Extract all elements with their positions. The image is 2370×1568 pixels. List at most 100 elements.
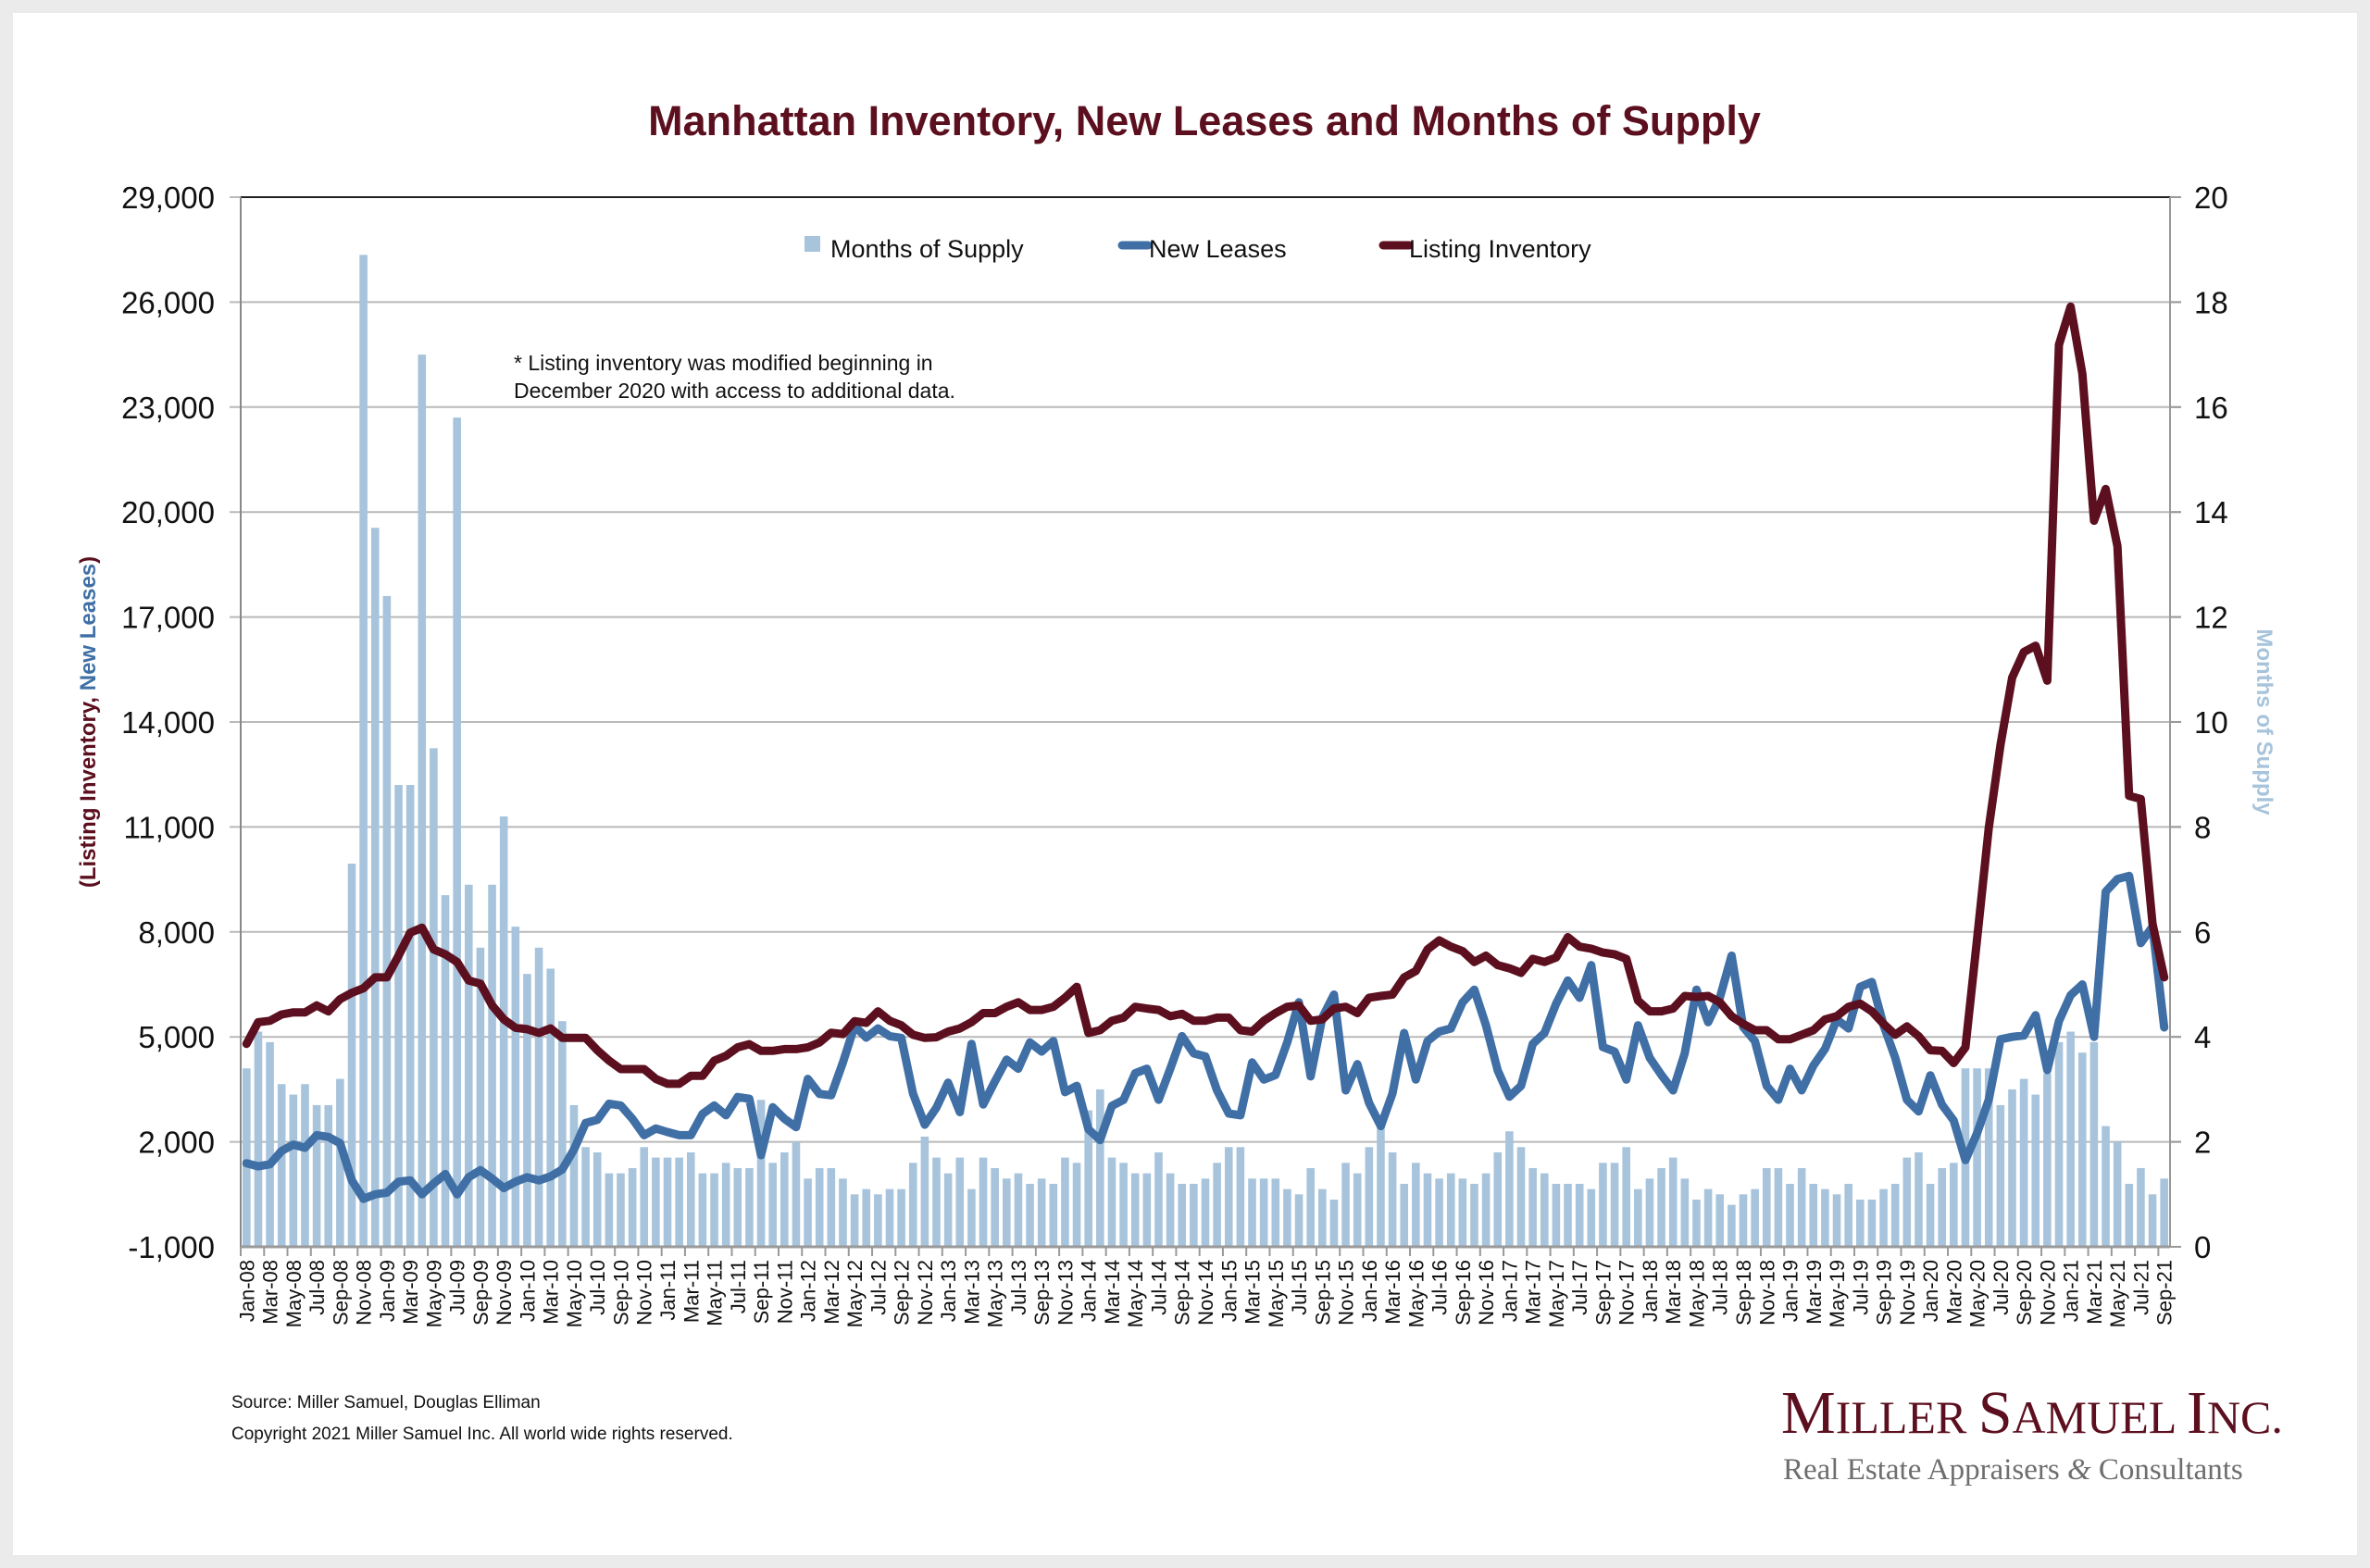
point-listing-inventory — [1859, 1002, 1861, 1004]
bar-months-of-supply — [370, 528, 380, 1247]
point-new-leases — [970, 1043, 972, 1045]
bar-months-of-supply — [1856, 1199, 1865, 1247]
x-tick-label: Sep-15 — [1311, 1260, 1334, 1325]
x-tick-label: Mar-13 — [960, 1260, 983, 1325]
bar-months-of-supply — [1224, 1147, 1233, 1247]
point-listing-inventory — [1192, 1020, 1194, 1022]
x-tick-label: May-09 — [422, 1260, 445, 1327]
logo-tagline: Real Estate Appraisers & Consultants — [1783, 1453, 2243, 1487]
bar-months-of-supply — [1692, 1199, 1701, 1247]
x-tick-label: Nov-20 — [2036, 1260, 2059, 1325]
point-listing-inventory — [2046, 679, 2048, 681]
x-tick-label: May-18 — [1686, 1260, 1709, 1327]
x-tick-label: Nov-15 — [1335, 1260, 1358, 1325]
bar-months-of-supply — [336, 1078, 344, 1247]
bar-months-of-supply — [943, 1173, 953, 1247]
point-listing-inventory — [679, 1083, 680, 1085]
point-new-leases — [2116, 878, 2118, 880]
bar-months-of-supply — [2113, 1141, 2122, 1247]
point-listing-inventory — [351, 992, 353, 994]
bar-months-of-supply — [815, 1167, 824, 1247]
right-tick-label: 6 — [2194, 915, 2211, 950]
point-new-leases — [1684, 1052, 1686, 1054]
point-listing-inventory — [1695, 996, 1697, 998]
right-tick-label: 16 — [2194, 391, 2228, 425]
point-listing-inventory — [1462, 951, 1464, 952]
point-new-leases — [1730, 955, 1732, 957]
bar-months-of-supply — [1154, 1151, 1163, 1247]
bar-months-of-supply — [1622, 1147, 1630, 1247]
bar-months-of-supply — [605, 1173, 614, 1247]
bar-months-of-supply — [1341, 1163, 1350, 1247]
point-new-leases — [1345, 1089, 1347, 1091]
bar-months-of-supply — [464, 884, 473, 1247]
bar-months-of-supply — [453, 417, 461, 1247]
x-tick-label: Sep-08 — [329, 1260, 352, 1325]
point-new-leases — [1169, 1068, 1171, 1070]
bar-months-of-supply — [1026, 1183, 1034, 1247]
bar-months-of-supply — [745, 1167, 754, 1247]
bar-months-of-supply — [1739, 1194, 1748, 1247]
point-listing-inventory — [1730, 1015, 1732, 1017]
point-listing-inventory — [409, 932, 411, 934]
point-listing-inventory — [959, 1027, 961, 1029]
x-tick-label: Sep-19 — [1873, 1260, 1896, 1325]
point-new-leases — [398, 1181, 400, 1183]
x-tick-label: Sep-09 — [469, 1260, 493, 1325]
point-listing-inventory — [1111, 1020, 1113, 1022]
point-new-leases — [1590, 964, 1592, 966]
point-new-leases — [339, 1142, 341, 1144]
point-new-leases — [257, 1165, 259, 1167]
right-tick-label: 4 — [2194, 1020, 2211, 1054]
point-new-leases — [982, 1103, 984, 1105]
point-new-leases — [1192, 1052, 1194, 1054]
x-tick-label: Jul-14 — [1148, 1260, 1171, 1315]
point-new-leases — [444, 1173, 446, 1175]
point-new-leases — [421, 1193, 423, 1195]
point-new-leases — [1917, 1111, 1919, 1113]
bar-months-of-supply — [1751, 1188, 1759, 1247]
x-tick-label: Mar-20 — [1942, 1260, 1965, 1325]
x-tick-label: Nov-13 — [1054, 1260, 1077, 1325]
bar-months-of-supply — [1540, 1173, 1549, 1247]
point-new-leases — [679, 1134, 680, 1136]
point-new-leases — [1543, 1032, 1545, 1034]
bar-months-of-supply — [850, 1194, 859, 1247]
point-listing-inventory — [1578, 946, 1580, 948]
point-listing-inventory — [1871, 1011, 1873, 1013]
x-tick-label: May-12 — [843, 1260, 867, 1327]
bar-months-of-supply — [1002, 1178, 1011, 1247]
point-listing-inventory — [561, 1037, 563, 1039]
point-listing-inventory — [1532, 958, 1534, 960]
point-new-leases — [1450, 1027, 1452, 1029]
bar-months-of-supply — [1306, 1167, 1315, 1247]
point-new-leases — [468, 1176, 469, 1178]
bar-months-of-supply — [839, 1178, 847, 1247]
point-listing-inventory — [1310, 1020, 1312, 1022]
bar-months-of-supply — [1014, 1173, 1023, 1247]
bar-months-of-supply — [534, 947, 543, 1247]
bar-months-of-supply — [2043, 1073, 2052, 1247]
x-tick-label: Jan-20 — [1919, 1260, 1942, 1322]
bar-months-of-supply — [289, 1094, 298, 1247]
point-listing-inventory — [830, 1032, 832, 1034]
bar-months-of-supply — [1377, 1126, 1385, 1247]
point-new-leases — [2023, 1035, 2025, 1037]
bar-months-of-supply — [488, 884, 496, 1247]
bar-months-of-supply — [1505, 1131, 1514, 1247]
bar-months-of-supply — [1096, 1089, 1104, 1247]
point-new-leases — [1520, 1085, 1522, 1087]
point-new-leases — [432, 1183, 434, 1185]
point-listing-inventory — [1813, 1029, 1815, 1031]
point-listing-inventory — [432, 949, 434, 951]
point-new-leases — [1871, 981, 1873, 983]
point-listing-inventory — [526, 1028, 528, 1030]
point-new-leases — [1029, 1041, 1031, 1043]
point-listing-inventory — [1450, 946, 1452, 948]
point-new-leases — [1578, 997, 1580, 999]
point-listing-inventory — [538, 1032, 540, 1034]
point-new-leases — [1555, 1002, 1557, 1004]
point-listing-inventory — [1391, 993, 1393, 995]
point-listing-inventory — [515, 1027, 517, 1028]
bar-months-of-supply — [617, 1173, 625, 1247]
